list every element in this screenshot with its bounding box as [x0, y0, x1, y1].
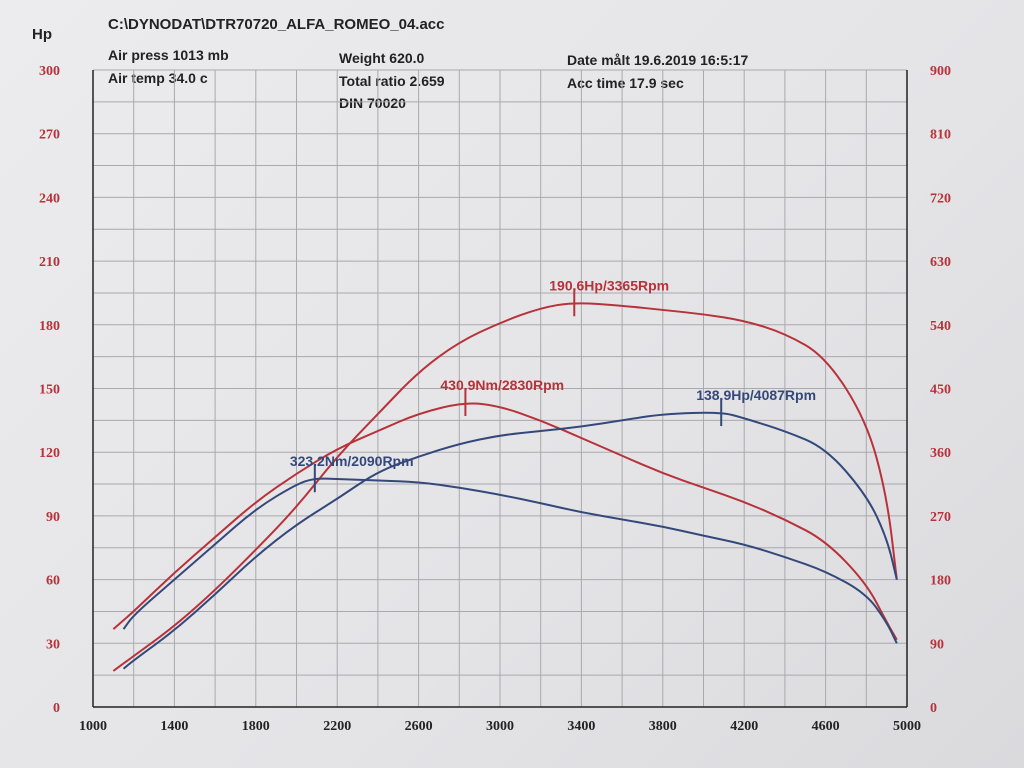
x-tick-label: 3400: [567, 719, 595, 734]
file-path: C:\DYNODAT\DTR70720_ALFA_ROMEO_04.acc: [108, 16, 445, 33]
x-tick-label: 2200: [323, 719, 351, 734]
din-standard: DIN 70020: [339, 95, 406, 111]
y-tick-label: 270: [39, 128, 60, 143]
x-tick-label: 4600: [812, 719, 840, 734]
x-tick-label: 1400: [160, 719, 188, 734]
y-axis-label: Hp: [32, 26, 52, 43]
peak-label: 190.6Hp/3365Rpm: [549, 277, 669, 293]
y-tick-label: 90: [46, 510, 60, 525]
x-tick-label: 2600: [405, 719, 433, 734]
y-tick-label: 240: [39, 191, 60, 206]
y2-tick-label: 360: [930, 446, 951, 461]
y2-tick-label: 720: [930, 191, 951, 206]
x-tick-label: 1000: [79, 719, 107, 734]
y-tick-label: 120: [39, 446, 60, 461]
y-tick-label: 0: [53, 701, 60, 716]
date: Date målt 19.6.2019 16:5:17: [567, 52, 749, 68]
y2-tick-label: 0: [930, 701, 937, 716]
y-tick-label: 180: [39, 319, 60, 334]
series-line: [112, 402, 898, 641]
series-line: [122, 411, 898, 670]
y-tick-label: 210: [39, 255, 60, 270]
y2-tick-label: 630: [930, 255, 951, 270]
y-tick-label: 60: [46, 574, 60, 589]
acc-time: Acc time 17.9 sec: [567, 75, 684, 91]
y-tick-label: 300: [39, 64, 60, 79]
y2-tick-label: 270: [930, 510, 951, 525]
peak-label: 138.9Hp/4087Rpm: [696, 387, 816, 403]
y-tick-label: 30: [46, 637, 60, 652]
peak-label: 323.2Nm/2090Rpm: [290, 453, 414, 469]
x-tick-label: 4200: [730, 719, 758, 734]
y2-tick-label: 180: [930, 574, 951, 589]
y2-tick-label: 810: [930, 128, 951, 143]
y2-tick-label: 540: [930, 319, 951, 334]
air-press: Air press 1013 mb: [108, 47, 229, 63]
x-tick-label: 3000: [486, 719, 514, 734]
series-line: [122, 477, 898, 644]
y2-tick-label: 90: [930, 637, 944, 652]
y2-tick-label: 450: [930, 383, 951, 398]
x-tick-label: 1800: [242, 719, 270, 734]
x-tick-label: 3800: [649, 719, 677, 734]
series-line: [112, 302, 898, 672]
y2-tick-label: 900: [930, 64, 951, 79]
y-tick-label: 150: [39, 383, 60, 398]
weight: Weight 620.0: [339, 50, 425, 66]
air-temp: Air temp 34.0 c: [108, 70, 208, 86]
peak-label: 430.9Nm/2830Rpm: [440, 377, 564, 393]
x-tick-label: 5000: [893, 719, 921, 734]
